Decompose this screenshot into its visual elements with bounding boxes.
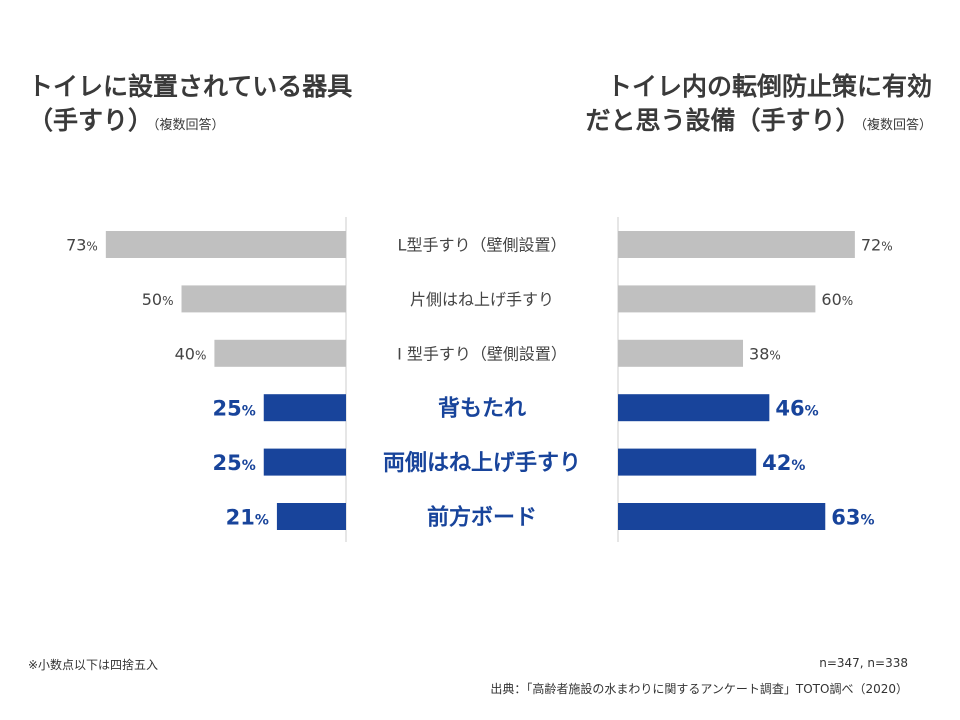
- left-title-line2: （手すり）: [28, 106, 154, 135]
- category-label: L型手すり（壁側設置）: [398, 236, 567, 255]
- right-bar: [618, 448, 757, 476]
- right-value-label: 38%: [749, 344, 781, 363]
- left-bar: [181, 285, 346, 313]
- right-value-label: 60%: [821, 290, 853, 309]
- left-value-label: 73%: [66, 236, 98, 255]
- left-title-line1: トイレに設置されている器具: [28, 72, 353, 101]
- left-bar: [263, 448, 346, 476]
- right-title-line2: だと思う設備（手すり）: [585, 106, 861, 135]
- right-value-label: 72%: [861, 236, 893, 255]
- right-bar: [618, 285, 816, 313]
- left-bar: [276, 503, 346, 530]
- right-bar: [618, 231, 855, 258]
- right-bar: [618, 394, 770, 422]
- left-value-label: 40%: [175, 344, 207, 363]
- left-chart-title: トイレに設置されている器具 （手すり）（複数回答）: [28, 70, 352, 143]
- right-chart-title: トイレ内の転倒防止策に有効 だと思う設備（手すり）（複数回答）: [585, 70, 932, 143]
- category-label: 両側はね上げ手すり: [383, 451, 581, 476]
- left-bar: [263, 394, 346, 422]
- right-value-label: 42%: [762, 451, 805, 475]
- category-label: I 型手すり（壁側設置）: [397, 344, 567, 363]
- right-value-label: 46%: [775, 397, 818, 421]
- right-bar: [618, 503, 826, 530]
- right-title-sub: （複数回答）: [860, 118, 932, 133]
- right-value-label: 63%: [831, 506, 874, 530]
- left-bar: [105, 231, 346, 258]
- left-value-label: 50%: [142, 290, 174, 309]
- rounding-note: ※小数点以下は四捨五入: [28, 658, 159, 672]
- left-value-label: 25%: [212, 451, 255, 475]
- category-label: 背もたれ: [438, 397, 526, 422]
- left-bar: [214, 339, 346, 367]
- left-title-sub: （複数回答）: [153, 118, 225, 133]
- source-credit: 出典：「高齢者施設の水まわりに関するアンケート調査」TOTO調べ（2020）: [490, 682, 908, 696]
- right-title-line1: トイレ内の転倒防止策に有効: [606, 72, 932, 101]
- left-value-label: 21%: [226, 506, 269, 530]
- category-label: 前方ボード: [427, 505, 537, 531]
- sample-size: n=347, n=338: [819, 656, 908, 670]
- category-label: 片側はね上げ手すり: [410, 290, 554, 309]
- left-value-label: 25%: [212, 397, 255, 421]
- right-bar: [618, 339, 744, 367]
